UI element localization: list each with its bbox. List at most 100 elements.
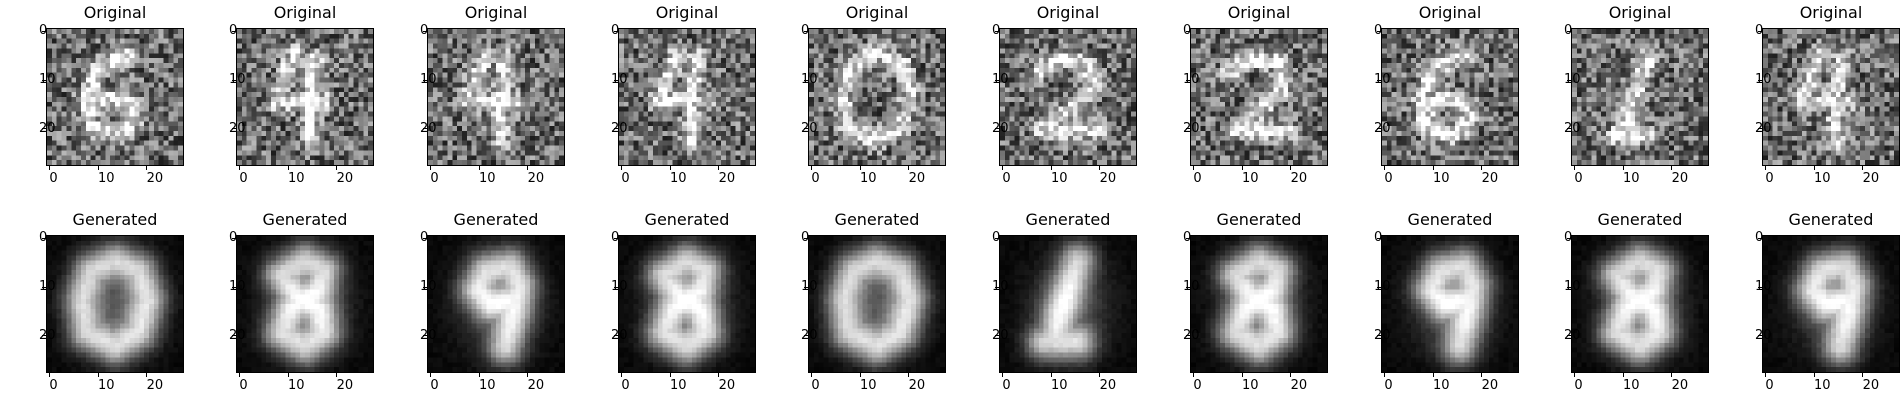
y-tick-mark: [995, 286, 999, 288]
original-image: [1381, 28, 1519, 166]
x-tick-mark: [1432, 373, 1434, 377]
x-tick-label: 0: [49, 171, 58, 186]
generated-image: [427, 235, 565, 373]
original-panel-4: Original 0 0 10 10 20 20: [611, 4, 756, 186]
original-image: [236, 28, 374, 166]
y-tick-label: 10: [1183, 279, 1200, 294]
x-tick-mark: [478, 166, 480, 170]
original-title: Original: [464, 3, 528, 22]
x-tick-label: 0: [621, 171, 630, 186]
x-tick-mark: [1383, 166, 1385, 170]
original-panel-8: Original 0 0 10 10 20 20: [1374, 4, 1519, 186]
y-tick-label: 0: [1564, 23, 1573, 39]
x-tick-label: 20: [1290, 171, 1308, 186]
generated-title: Generated: [1407, 210, 1493, 229]
x-tick-mark: [1050, 166, 1052, 170]
y-tick-label: 0: [801, 230, 810, 246]
x-tick-mark: [1813, 373, 1815, 377]
y-tick-mark: [42, 30, 46, 32]
x-tick-mark: [859, 166, 861, 170]
generated-panel-2: Generated 0 0 10 10 20 20: [229, 211, 374, 393]
original-title: Original: [1227, 3, 1291, 22]
generated-title: Generated: [1788, 210, 1874, 229]
x-tick-label: 20: [1290, 378, 1308, 393]
x-tick-label: 20: [1862, 171, 1880, 186]
generated-title: Generated: [834, 210, 920, 229]
y-tick-label: 0: [1183, 230, 1192, 246]
x-tick-mark: [859, 373, 861, 377]
generated-image-canvas: [1191, 236, 1327, 372]
x-tick-label: 0: [239, 171, 248, 186]
x-tick-mark: [287, 373, 289, 377]
x-tick-label: 10: [670, 171, 687, 186]
x-tick-mark: [1481, 166, 1483, 170]
y-tick-mark: [995, 79, 999, 81]
y-tick-label: 20: [420, 120, 437, 136]
y-tick-label: 10: [1755, 72, 1772, 87]
x-tick-mark: [238, 166, 240, 170]
x-tick-mark: [1383, 373, 1385, 377]
x-tick-label: 0: [811, 171, 820, 186]
x-tick-mark: [48, 166, 50, 170]
x-tick-label: 0: [621, 378, 630, 393]
y-tick-mark: [1186, 237, 1190, 239]
x-tick-label: 10: [1623, 171, 1640, 186]
x-tick-mark: [1050, 373, 1052, 377]
y-tick-mark: [614, 286, 618, 288]
x-tick-label: 0: [430, 378, 439, 393]
y-tick-mark: [804, 286, 808, 288]
y-tick-mark: [232, 335, 236, 337]
original-image: [808, 28, 946, 166]
x-tick-label: 10: [1814, 378, 1831, 393]
x-tick-mark: [146, 373, 148, 377]
generated-panel-8: Generated 0 0 10 10 20 20: [1374, 211, 1519, 393]
y-tick-mark: [1567, 237, 1571, 239]
generated-image: [1571, 235, 1709, 373]
y-tick-mark: [423, 335, 427, 337]
original-image-canvas: [1763, 29, 1899, 165]
y-tick-mark: [1758, 237, 1762, 239]
generated-image-canvas: [1572, 236, 1708, 372]
y-tick-label: 10: [1564, 72, 1581, 87]
x-tick-label: 10: [98, 171, 115, 186]
y-tick-mark: [804, 79, 808, 81]
x-tick-mark: [620, 373, 622, 377]
original-image: [46, 28, 184, 166]
y-tick-mark: [614, 128, 618, 130]
original-title: Original: [1036, 3, 1100, 22]
generated-title: Generated: [453, 210, 539, 229]
x-tick-mark: [908, 373, 910, 377]
x-tick-mark: [1813, 166, 1815, 170]
generated-panel-5: Generated 0 0 10 10 20 20: [801, 211, 946, 393]
x-tick-label: 20: [1099, 171, 1117, 186]
y-tick-mark: [804, 128, 808, 130]
generated-image: [1381, 235, 1519, 373]
y-tick-label: 10: [801, 72, 818, 87]
x-tick-mark: [669, 373, 671, 377]
y-tick-label: 10: [39, 279, 56, 294]
generated-image-canvas: [47, 236, 183, 372]
y-tick-mark: [42, 286, 46, 288]
x-tick-mark: [669, 166, 671, 170]
y-tick-mark: [232, 286, 236, 288]
y-tick-label: 20: [992, 120, 1009, 136]
y-tick-label: 20: [1564, 327, 1581, 343]
generated-image-canvas: [237, 236, 373, 372]
original-image-canvas: [809, 29, 945, 165]
x-tick-mark: [1001, 166, 1003, 170]
y-tick-mark: [1186, 30, 1190, 32]
x-tick-label: 0: [1765, 378, 1774, 393]
x-tick-label: 20: [908, 378, 926, 393]
y-tick-mark: [1758, 335, 1762, 337]
x-tick-mark: [1671, 373, 1673, 377]
original-image-canvas: [47, 29, 183, 165]
y-tick-mark: [1758, 79, 1762, 81]
y-tick-mark: [423, 286, 427, 288]
y-tick-mark: [1567, 128, 1571, 130]
y-tick-label: 20: [801, 120, 818, 136]
x-tick-mark: [1099, 373, 1101, 377]
generated-panel-1: Generated 0 0 10 10 20 20: [39, 211, 184, 393]
x-tick-label: 0: [430, 171, 439, 186]
original-panel-3: Original 0 0 10 10 20 20: [420, 4, 565, 186]
